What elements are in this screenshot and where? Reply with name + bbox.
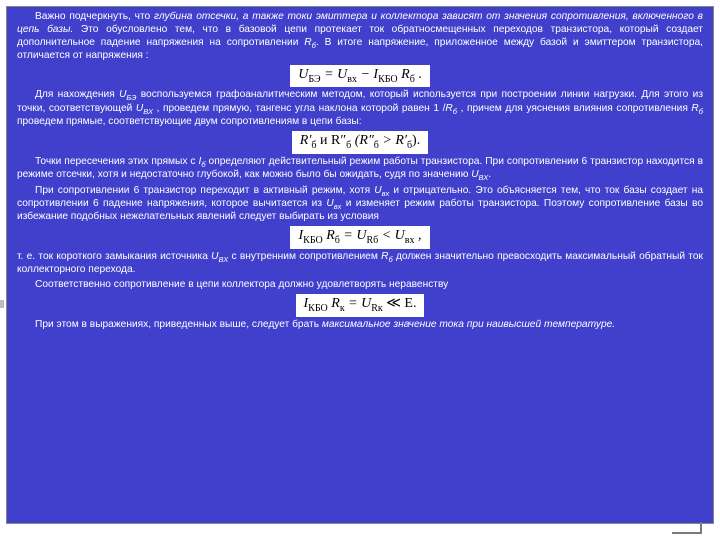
p2-text-a: Для нахождения: [35, 89, 119, 100]
p3-text-c: .: [488, 169, 491, 180]
sym-Rb-5: Rб: [381, 251, 393, 262]
sym-Uvx-4: Uвх: [326, 198, 341, 209]
paragraph-3: Точки пересечения этих прямых с Iб опред…: [17, 156, 703, 183]
paragraph-4: При сопротивлении 6 транзистор переходит…: [17, 185, 703, 225]
formula-2: R′б и R″б (R″б > R′б).: [292, 131, 428, 154]
footer-corner-mark: [672, 522, 702, 534]
sym-Ib: Iб: [198, 156, 205, 167]
formula-1: UБЭ = Uвх − IКБО Rб .: [290, 65, 430, 88]
p3-text-a: Точки пересечения этих прямых с: [35, 156, 198, 167]
formula-1-wrap: UБЭ = Uвх − IКБО Rб .: [17, 65, 703, 88]
paragraph-1: Важно подчеркнуть, что глубина отсечки, …: [17, 11, 703, 63]
formula-4: IКБО Rк = URк ≪ E.: [296, 294, 425, 317]
left-tick-mark: [0, 300, 4, 308]
p5-text-b: с внутренним сопротивлением: [228, 251, 381, 262]
formula-2-wrap: R′б и R″б (R″б > R′б).: [17, 131, 703, 154]
paragraph-7: При этом в выражениях, приведенных выше,…: [17, 319, 703, 332]
sym-Rb-3: Rб: [691, 103, 703, 114]
paragraph-2: Для нахождения UБЭ воспользуемся графоан…: [17, 89, 703, 129]
p2-text-e: проведем прямые, соответствующие двум со…: [17, 116, 362, 127]
formula-3: IКБО Rб = URб < Uвх ,: [290, 226, 429, 249]
p1-text-a: Важно подчеркнуть, что: [35, 11, 154, 22]
sym-UBX-1: UВХ: [136, 103, 153, 114]
p4-text-a: При сопротивлении 6 транзистор переходит…: [35, 185, 374, 196]
content-frame: Важно подчеркнуть, что глубина отсечки, …: [6, 6, 714, 524]
sym-Rb-2: Rб: [445, 103, 457, 114]
sym-UBE: UБЭ: [119, 89, 136, 100]
sym-Rb-1: Rб: [304, 37, 316, 48]
paragraph-6: Соответственно сопротивление в цепи колл…: [17, 279, 703, 292]
paragraph-5: т. е. ток короткого замыкания источника …: [17, 251, 703, 277]
p6-text: Соответственно сопротивление в цепи колл…: [35, 279, 448, 290]
p7-text-b: максимальное значение тока при наивысшей…: [322, 319, 615, 330]
p7-text-a: При этом в выражениях, приведенных выше,…: [35, 319, 322, 330]
p5-text-a: т. е. ток короткого замыкания источника: [17, 251, 211, 262]
sym-UBX-5: UВХ: [211, 251, 228, 262]
p2-text-c: , проведем прямую, тангенс угла наклона …: [153, 103, 445, 114]
slide-container: Важно подчеркнуть, что глубина отсечки, …: [0, 0, 720, 540]
sym-Uvx-3: Uвх: [374, 185, 389, 196]
formula-4-wrap: IКБО Rк = URк ≪ E.: [17, 294, 703, 317]
formula-3-wrap: IКБО Rб = URб < Uвх ,: [17, 226, 703, 249]
p2-text-d: , причем для уяснения влияния сопротивле…: [457, 103, 691, 114]
sym-UBX-2: UВХ: [471, 169, 488, 180]
